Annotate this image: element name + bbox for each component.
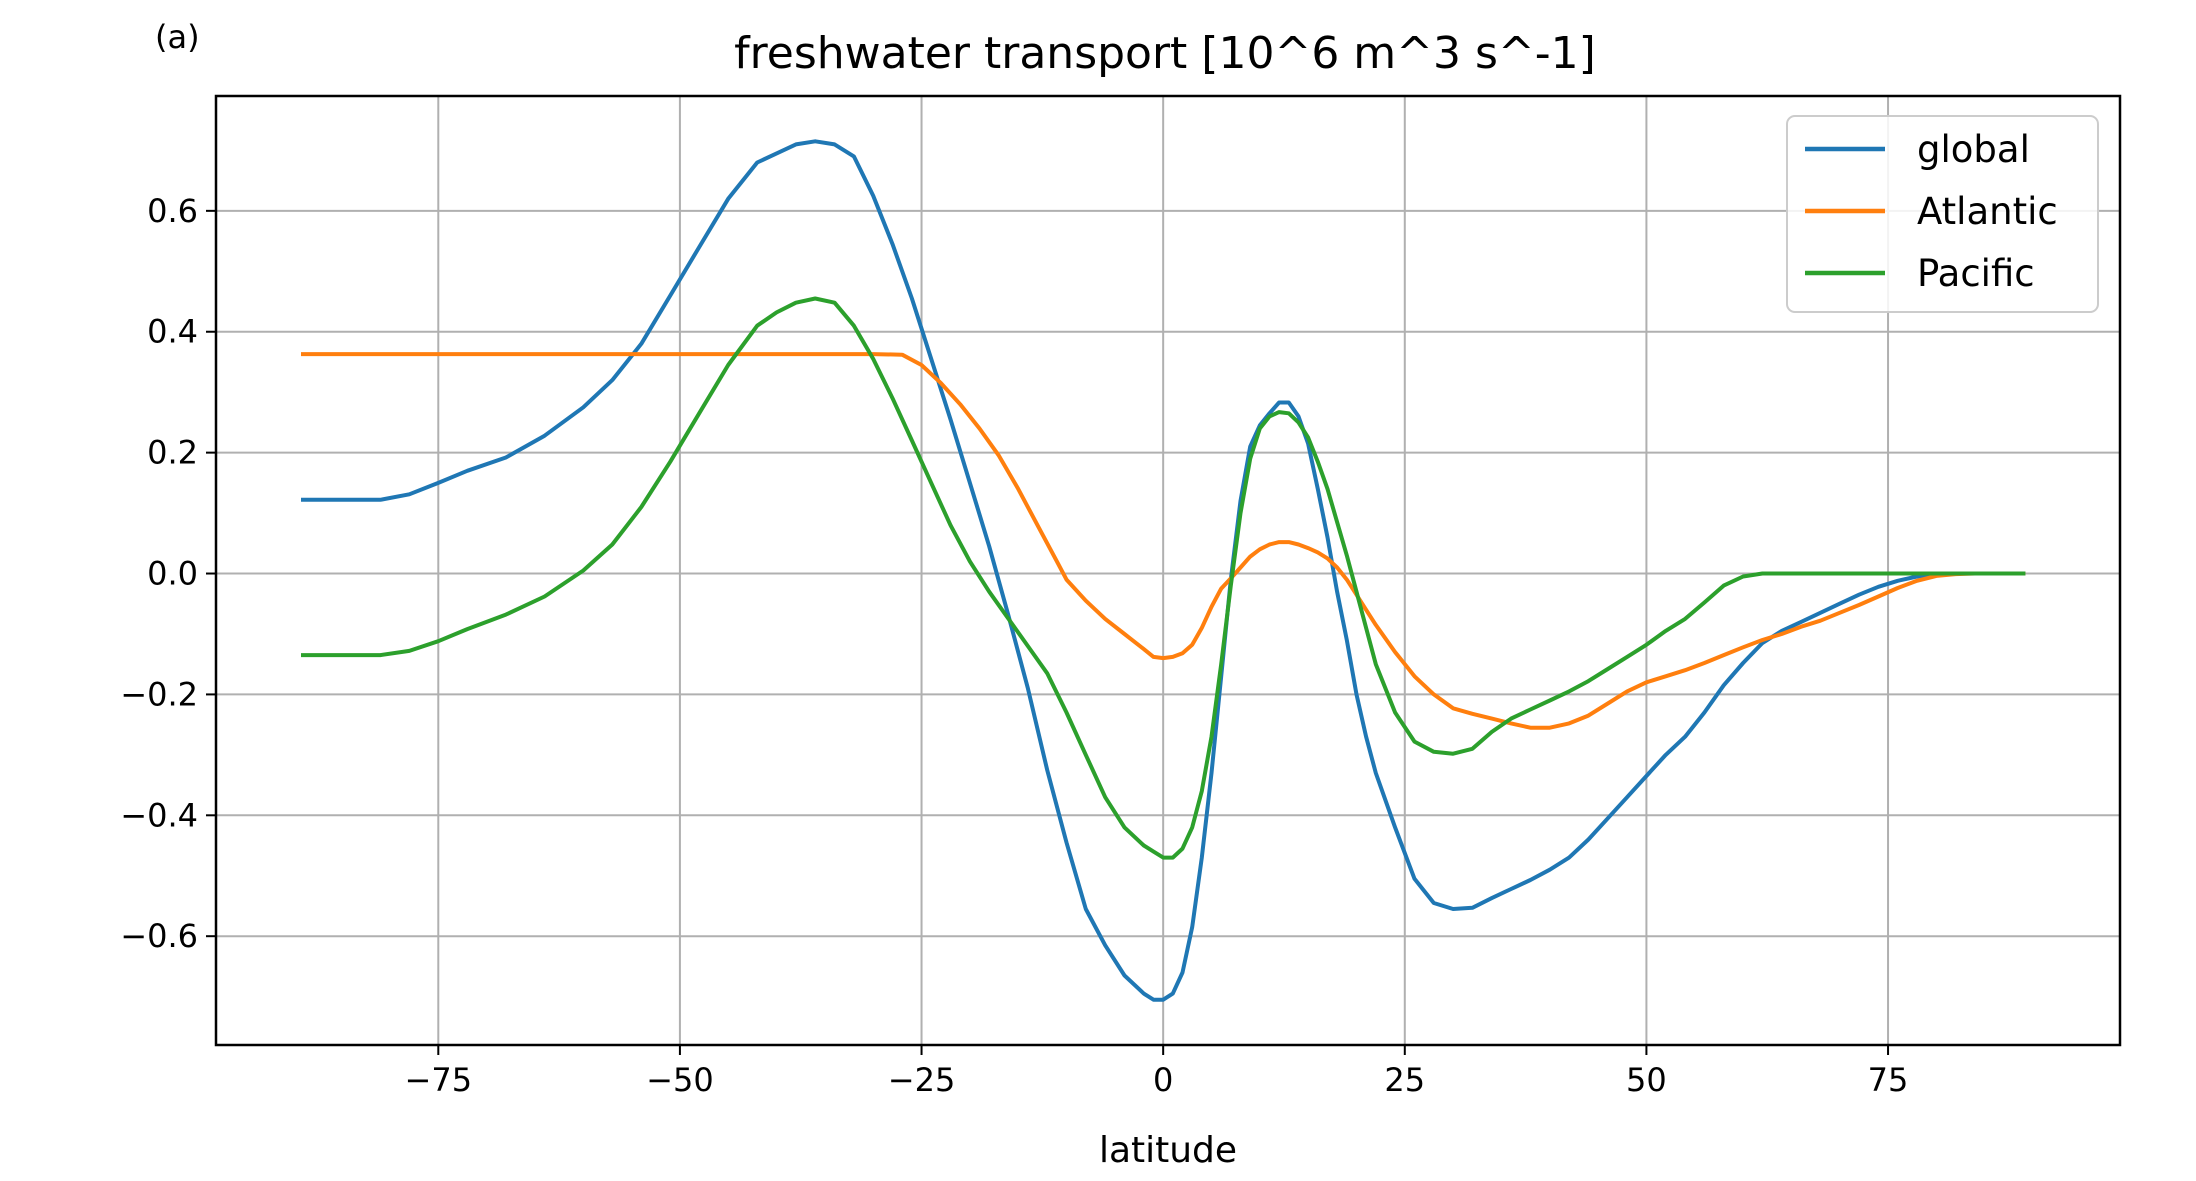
series-line-global [301, 139, 2026, 1002]
x-tick-label: 0 [1153, 1061, 1173, 1099]
panel-label: (a) [155, 18, 200, 56]
y-axis-ticks: −0.6 −0.4 −0.2 0.0 0.2 0.4 0.6 [120, 192, 216, 955]
x-tick-label: 50 [1626, 1061, 1667, 1099]
y-tick-label: −0.2 [120, 675, 198, 713]
x-tick-label: −25 [888, 1061, 956, 1099]
y-tick-label: −0.4 [120, 796, 198, 834]
legend-label-global: global [1917, 128, 2030, 171]
plot-frame [214, 94, 2122, 1047]
plot-lines [301, 139, 2026, 1002]
y-tick-label: 0.4 [147, 313, 198, 351]
legend-label-pacific: Pacific [1917, 252, 2035, 295]
legend-box [1786, 115, 2099, 313]
x-tick-label: 75 [1868, 1061, 1909, 1099]
x-tick-label: −50 [646, 1061, 714, 1099]
legend: global Atlantic Pacific [1786, 115, 2099, 313]
chart-title: freshwater transport [10^6 m^3 s^-1] [734, 28, 1596, 79]
x-axis-ticks: −75 −50 −25 0 25 50 75 [405, 1045, 1909, 1099]
legend-label-atlantic: Atlantic [1917, 190, 2058, 233]
series-line-atlantic [301, 352, 2026, 730]
x-tick-label: 25 [1384, 1061, 1425, 1099]
x-axis-label: latitude [1099, 1130, 1237, 1171]
y-tick-label: 0.6 [147, 192, 198, 230]
y-tick-label: −0.6 [120, 917, 198, 955]
series-line-pacific [301, 296, 2026, 860]
y-tick-label: 0.2 [147, 434, 198, 472]
y-tick-label: 0.0 [147, 555, 198, 593]
x-tick-label: −75 [405, 1061, 473, 1099]
